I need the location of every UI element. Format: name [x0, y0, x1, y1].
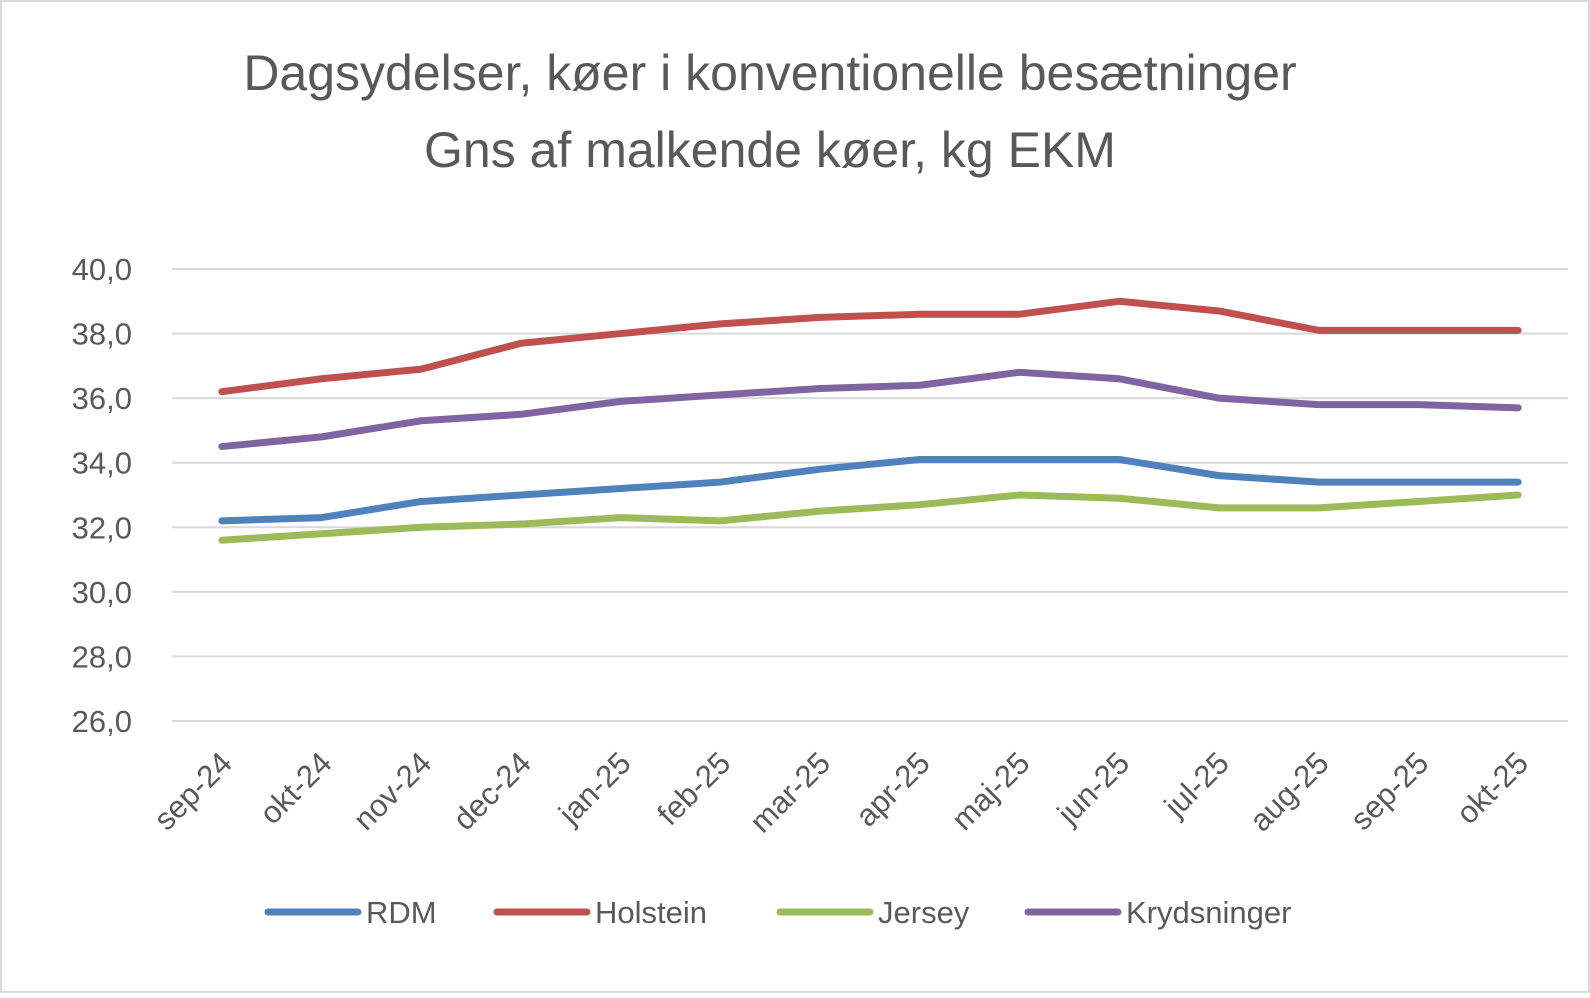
series-line-jersey [218, 491, 1522, 544]
legend-label-holstein: Holstein [595, 895, 707, 930]
y-tick-label: 34,0 [72, 446, 132, 481]
legend-label-rdm: RDM [366, 895, 437, 930]
chart-title-line-1: Dagsydelser, køer i konventionelle besæt… [243, 45, 1296, 101]
y-tick-label: 32,0 [72, 510, 132, 545]
y-tick-label: 30,0 [72, 575, 132, 610]
series-line-rdm [218, 455, 1522, 525]
series-line-holstein [218, 297, 1522, 396]
legend-label-jersey: Jersey [878, 895, 970, 930]
y-tick-label: 26,0 [72, 704, 132, 739]
legend-label-krydsninger: Krydsninger [1126, 895, 1291, 930]
chart-title-line-2: Gns af malkende køer, kg EKM [424, 122, 1116, 178]
y-tick-label: 38,0 [72, 317, 132, 352]
y-tick-label: 36,0 [72, 381, 132, 416]
series-line-krydsninger [218, 368, 1522, 451]
y-tick-label: 28,0 [72, 639, 132, 674]
y-tick-label: 40,0 [72, 252, 132, 287]
